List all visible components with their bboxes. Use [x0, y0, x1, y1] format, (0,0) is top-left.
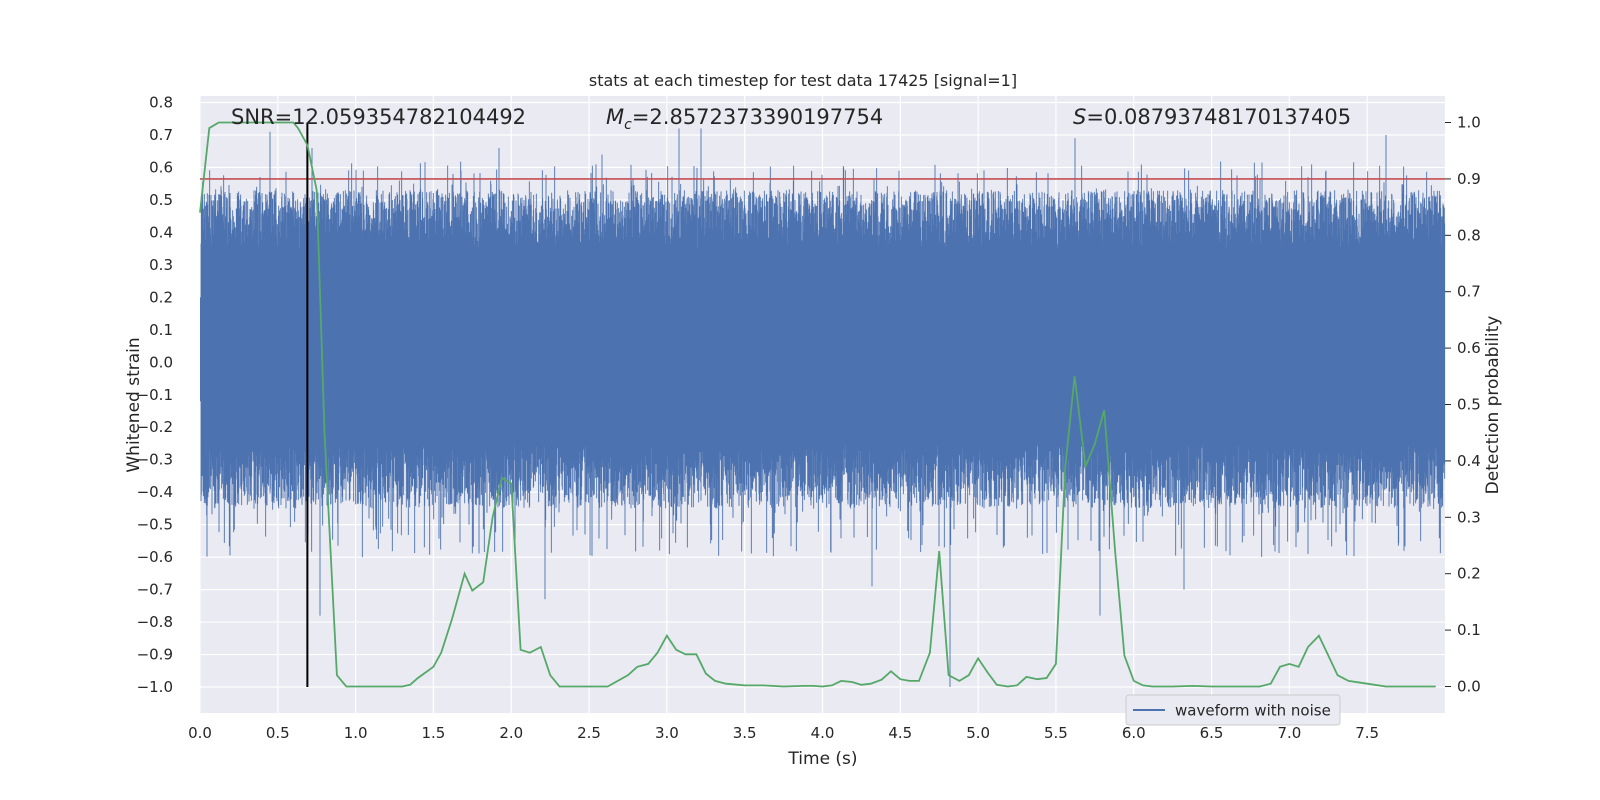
left-y-tick-label: −0.9	[137, 646, 173, 664]
left-y-tick-label: 0.7	[149, 126, 173, 144]
chart-title: stats at each timestep for test data 174…	[589, 71, 1017, 90]
left-y-tick-label: −0.6	[137, 548, 173, 566]
right-y-tick-label: 0.6	[1457, 339, 1481, 357]
x-tick-label: 7.5	[1355, 724, 1379, 742]
x-tick-label: 2.5	[577, 724, 601, 742]
right-y-tick-label: 0.4	[1457, 452, 1481, 470]
legend-label-waveform: waveform with noise	[1175, 702, 1331, 720]
x-tick-label: 5.5	[1044, 724, 1068, 742]
x-tick-label: 6.5	[1200, 724, 1224, 742]
snr-annotation: SNR=12.059354782104492	[231, 105, 526, 129]
x-tick-label: 3.0	[655, 724, 679, 742]
left-y-tick-label: −0.2	[137, 418, 173, 436]
left-y-tick-label: 0.4	[149, 223, 173, 241]
s-annotation: S=0.08793748170137405	[1073, 105, 1351, 129]
chirp-mass-annotation: Mc=2.8572373390197754	[606, 105, 883, 133]
right-y-tick-label: 0.9	[1457, 170, 1481, 188]
right-y-tick-label: 0.2	[1457, 565, 1481, 583]
right-y-tick-label: 0.1	[1457, 621, 1481, 639]
x-tick-label: 4.0	[811, 724, 835, 742]
x-tick-label: 4.5	[888, 724, 912, 742]
x-tick-label: 2.0	[499, 724, 523, 742]
left-y-tick-label: −0.7	[137, 581, 173, 599]
legend-box	[1125, 694, 1341, 726]
left-y-tick-label: −0.8	[137, 613, 173, 631]
x-tick-label: 3.5	[733, 724, 757, 742]
s-value: =0.08793748170137405	[1086, 105, 1351, 129]
left-y-tick-label: −0.5	[137, 516, 173, 534]
chirp-mass-value: =2.8572373390197754	[632, 105, 883, 129]
detection-probability-line	[199, 121, 1436, 688]
left-y-tick-label: −0.4	[137, 483, 173, 501]
left-y-tick-label: 0.3	[149, 256, 173, 274]
left-y-tick-label: 0.5	[149, 191, 173, 209]
x-tick-label: 1.0	[344, 724, 368, 742]
right-y-tick-label: 1.0	[1457, 114, 1481, 132]
left-y-tick-label: −1.0	[137, 678, 173, 696]
left-y-tick-label: −0.1	[137, 386, 173, 404]
left-y-axis-ticks: 0.8 0.7 0.6 0.5 0.4 0.3 0.2 0.1 0.0 −0.1 −0.2 −0.3 −…	[137, 93, 173, 696]
right-y-tick-label: 0.5	[1457, 396, 1481, 414]
right-y-tick-label: 0.7	[1457, 283, 1481, 301]
right-y-tick-label: 0.0	[1457, 677, 1481, 695]
left-y-tick-label: 0.2	[149, 288, 173, 306]
chirp-mass-subscript: c	[624, 117, 632, 133]
x-axis-ticks: 0.0 0.5 1.0 1.5 2.0 2.5 3.0 3.5 4.0 4.5 5.0 5.5 6.0 6…	[188, 724, 1379, 742]
left-y-tick-label: −0.3	[137, 451, 173, 469]
chirp-mass-symbol: M	[606, 105, 624, 129]
x-tick-label: 0.0	[188, 724, 212, 742]
waveform-with-noise-series	[200, 128, 1446, 687]
left-y-tick-label: 0.6	[149, 158, 173, 176]
left-y-tick-label: 0.1	[149, 321, 173, 339]
x-tick-label: 6.0	[1122, 724, 1146, 742]
x-tick-label: 0.5	[266, 724, 290, 742]
left-y-axis-label: Whitened strain	[124, 337, 144, 472]
legend: waveform with noise	[1125, 694, 1341, 726]
right-y-tick-label: 0.8	[1457, 226, 1481, 244]
x-tick-label: 7.0	[1277, 724, 1301, 742]
x-tick-label: 1.5	[422, 724, 446, 742]
s-symbol: S	[1073, 105, 1086, 129]
left-y-tick-label: 0.8	[149, 93, 173, 111]
right-y-axis-ticks: 0.0 0.1 0.2 0.3 0.4 0.5 0.6 0.7 0.8 0.9 1.0	[1445, 114, 1481, 695]
right-y-tick-label: 0.3	[1457, 508, 1481, 526]
x-tick-label: 5.0	[966, 724, 990, 742]
right-y-axis-label: Detection probability	[1483, 316, 1503, 495]
x-axis-label: Time (s)	[787, 749, 857, 769]
waveform-core-band	[200, 297, 1445, 402]
left-y-tick-label: 0.0	[149, 353, 173, 371]
